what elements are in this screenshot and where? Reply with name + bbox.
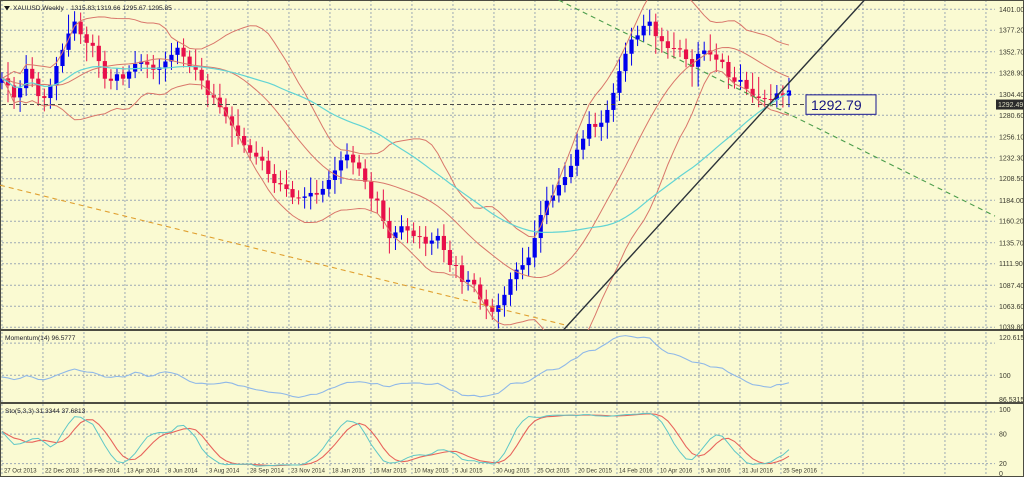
svg-text:8 Jun 2014: 8 Jun 2014 xyxy=(168,469,198,475)
svg-text:31 Jul 2016: 31 Jul 2016 xyxy=(742,469,774,475)
svg-text:1184.00: 1184.00 xyxy=(999,198,1024,205)
svg-text:Sto(5,3,3) 31.3344 37.6813: Sto(5,3,3) 31.3344 37.6813 xyxy=(5,408,86,415)
svg-text:25 Oct 2015: 25 Oct 2015 xyxy=(537,469,570,475)
svg-text:22 Dec 2013: 22 Dec 2013 xyxy=(45,469,80,475)
svg-text:1328.90: 1328.90 xyxy=(999,70,1024,77)
svg-text:1160.20: 1160.20 xyxy=(999,219,1024,226)
svg-text:13 Apr 2014: 13 Apr 2014 xyxy=(127,469,160,475)
svg-text:1401.00: 1401.00 xyxy=(999,7,1024,14)
svg-text:16 Feb 2014: 16 Feb 2014 xyxy=(86,469,120,475)
svg-text:10 May 2015: 10 May 2015 xyxy=(414,469,449,475)
svg-text:18 Jan 2015: 18 Jan 2015 xyxy=(332,469,366,475)
svg-text:28 Sep 2014: 28 Sep 2014 xyxy=(250,469,285,475)
svg-text:25 Sep 2016: 25 Sep 2016 xyxy=(783,469,818,475)
svg-text:30 Aug 2015: 30 Aug 2015 xyxy=(496,469,530,475)
svg-text:0: 0 xyxy=(999,471,1003,477)
svg-text:120.6155: 120.6155 xyxy=(999,335,1024,342)
svg-text:15 Mar 2015: 15 Mar 2015 xyxy=(373,469,407,475)
svg-text:1315.83;1319.66 1295.67 1295.8: 1315.83;1319.66 1295.67 1295.85 xyxy=(71,5,172,12)
svg-text:5 Jun 2016: 5 Jun 2016 xyxy=(701,469,731,475)
svg-text:10 Apr 2016: 10 Apr 2016 xyxy=(660,469,693,475)
svg-text:1135.70: 1135.70 xyxy=(999,240,1024,247)
svg-text:100: 100 xyxy=(999,407,1011,414)
svg-text:1304.40: 1304.40 xyxy=(999,92,1024,99)
svg-text:1292.79: 1292.79 xyxy=(811,97,862,113)
svg-text:14 Feb 2016: 14 Feb 2016 xyxy=(619,469,653,475)
svg-text:86.5315: 86.5315 xyxy=(999,397,1024,404)
svg-text:3 Aug 2014: 3 Aug 2014 xyxy=(209,469,240,475)
svg-text:Momentum(14) 96.5777: Momentum(14) 96.5777 xyxy=(5,335,76,342)
svg-text:1352.70: 1352.70 xyxy=(999,49,1024,56)
svg-text:1280.60: 1280.60 xyxy=(999,113,1024,120)
svg-text:27 Oct 2013: 27 Oct 2013 xyxy=(4,469,37,475)
svg-text:1292.49: 1292.49 xyxy=(998,102,1023,109)
svg-text:1256.10: 1256.10 xyxy=(999,134,1024,141)
svg-text:20 Dec 2015: 20 Dec 2015 xyxy=(578,469,613,475)
svg-text:100: 100 xyxy=(999,373,1011,380)
svg-text:1111.90: 1111.90 xyxy=(999,261,1023,268)
svg-text:80: 80 xyxy=(999,432,1007,439)
svg-text:1377.20: 1377.20 xyxy=(999,28,1024,35)
svg-text:1208.50: 1208.50 xyxy=(999,176,1024,183)
svg-text:1087.40: 1087.40 xyxy=(999,283,1024,290)
svg-text:XAUUSD,Weekly: XAUUSD,Weekly xyxy=(13,5,65,12)
svg-text:20: 20 xyxy=(999,461,1007,468)
svg-text:1063.60: 1063.60 xyxy=(999,304,1024,311)
svg-text:1039.80: 1039.80 xyxy=(999,325,1024,332)
svg-text:1232.30: 1232.30 xyxy=(999,155,1024,162)
svg-text:23 Nov 2014: 23 Nov 2014 xyxy=(291,469,326,475)
svg-text:5 Jul 2015: 5 Jul 2015 xyxy=(455,469,483,475)
